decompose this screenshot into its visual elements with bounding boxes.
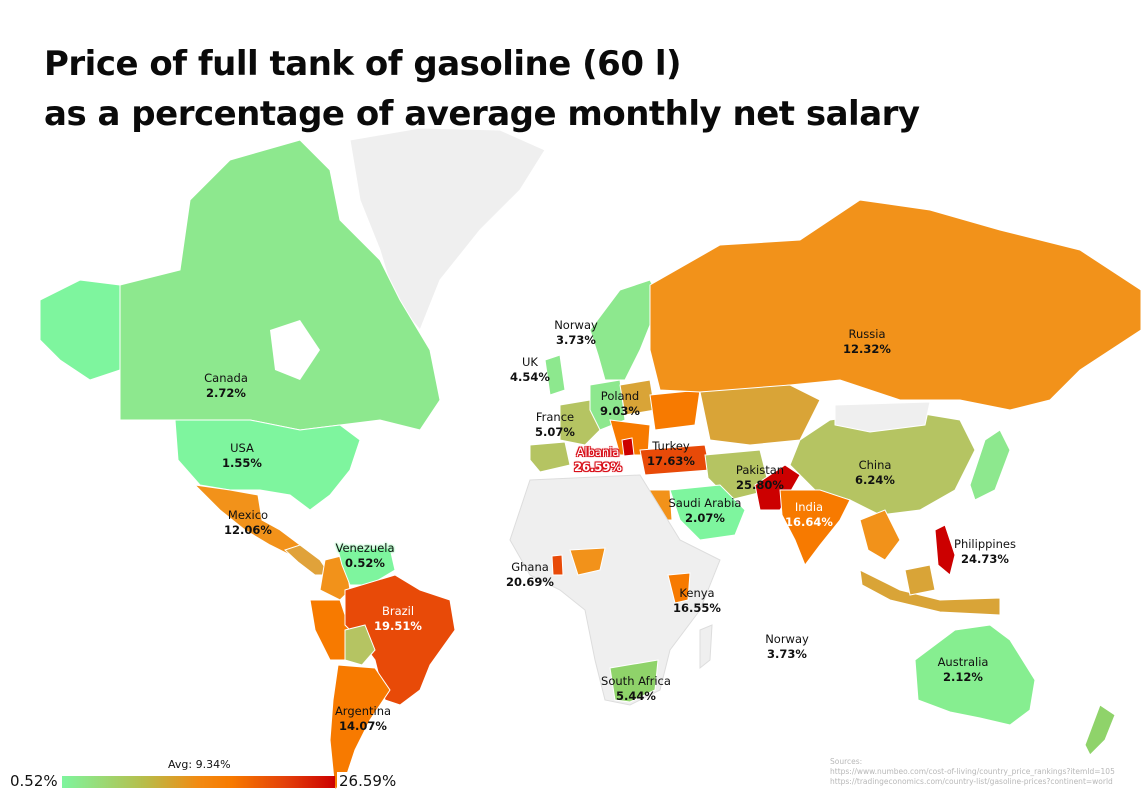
label-turkey: Turkey 17.63% <box>647 439 695 468</box>
region-uk <box>544 354 566 396</box>
region-france <box>559 399 601 446</box>
hudson-bay <box>270 320 320 380</box>
region-se-asia <box>859 509 901 561</box>
region-india <box>779 489 851 567</box>
region-philippines <box>934 524 956 576</box>
label-ghana: Ghana 20.69% <box>506 560 554 589</box>
label-poland: Poland 9.03% <box>600 389 640 418</box>
label-brazil: Brazil 19.51% <box>374 604 422 633</box>
region-russia <box>649 199 1141 411</box>
region-borneo <box>904 564 936 596</box>
label-argentina: Argentina 14.07% <box>334 704 392 733</box>
region-nigeria <box>569 547 606 576</box>
legend-gradient-bar <box>62 776 335 788</box>
region-alaska <box>39 279 121 381</box>
label-mexico: Mexico 12.06% <box>224 508 272 537</box>
label-venezuela: Venezuela 0.52% <box>335 541 395 570</box>
label-russia: Russia 12.32% <box>843 327 891 356</box>
label-uk: UK 4.54% <box>510 355 550 384</box>
legend-average: Avg: 9.34% <box>168 758 231 771</box>
region-ghana <box>551 554 564 576</box>
region-new-zealand <box>1084 704 1116 756</box>
label-australia: Australia 2.12% <box>937 655 989 684</box>
region-bolivia <box>344 624 376 666</box>
legend-max-label: 26.59% <box>337 772 399 790</box>
region-central-asia <box>699 384 821 446</box>
label-usa: USA 1.55% <box>222 441 262 470</box>
region-greenland <box>349 127 546 331</box>
label-france: France 5.07% <box>535 410 575 439</box>
region-kenya <box>667 572 691 604</box>
region-albania <box>621 437 635 457</box>
source-link-tradingeconomics[interactable]: https://tradingeconomics.com/country-lis… <box>830 777 1113 786</box>
region-peru <box>309 599 351 661</box>
label-india: India 16.64% <box>785 500 833 529</box>
region-japan <box>969 429 1011 501</box>
region-africa <box>509 474 721 706</box>
region-spain <box>529 441 571 473</box>
label-norway: Norway 3.73% <box>554 318 598 347</box>
region-madagascar <box>699 624 713 670</box>
label-philippines: Philippines 24.73% <box>954 537 1016 566</box>
sources: Sources: https://www.numbeo.com/cost-of-… <box>830 757 1115 787</box>
label-kenya: Kenya 16.55% <box>673 586 721 615</box>
region-argentina <box>329 664 391 792</box>
label-pakistan: Pakistan 25.80% <box>735 463 785 492</box>
sources-heading: Sources: <box>830 757 863 766</box>
region-usa <box>174 419 361 511</box>
region-saudi-arabia <box>669 484 746 541</box>
label-china: China 6.24% <box>855 458 895 487</box>
region-australia <box>914 624 1036 726</box>
legend-min-label: 0.52% <box>10 772 58 790</box>
region-scandinavia <box>589 279 661 381</box>
region-eastern-europe <box>649 389 701 431</box>
label-albania: Albania 26.59% <box>574 445 622 474</box>
label-norway-duplicate: Norway 3.73% <box>765 632 809 661</box>
source-link-numbeo[interactable]: https://www.numbeo.com/cost-of-living/co… <box>830 767 1115 776</box>
region-mongolia <box>834 401 931 433</box>
label-south-africa: South Africa 5.44% <box>601 674 671 703</box>
title-line-2: as a percentage of average monthly net s… <box>44 94 920 134</box>
label-saudi-arabia: Saudi Arabia 2.07% <box>668 496 742 525</box>
title-line-1: Price of full tank of gasoline (60 l) <box>44 44 682 84</box>
label-canada: Canada 2.72% <box>204 371 248 400</box>
region-south-africa <box>609 659 659 703</box>
